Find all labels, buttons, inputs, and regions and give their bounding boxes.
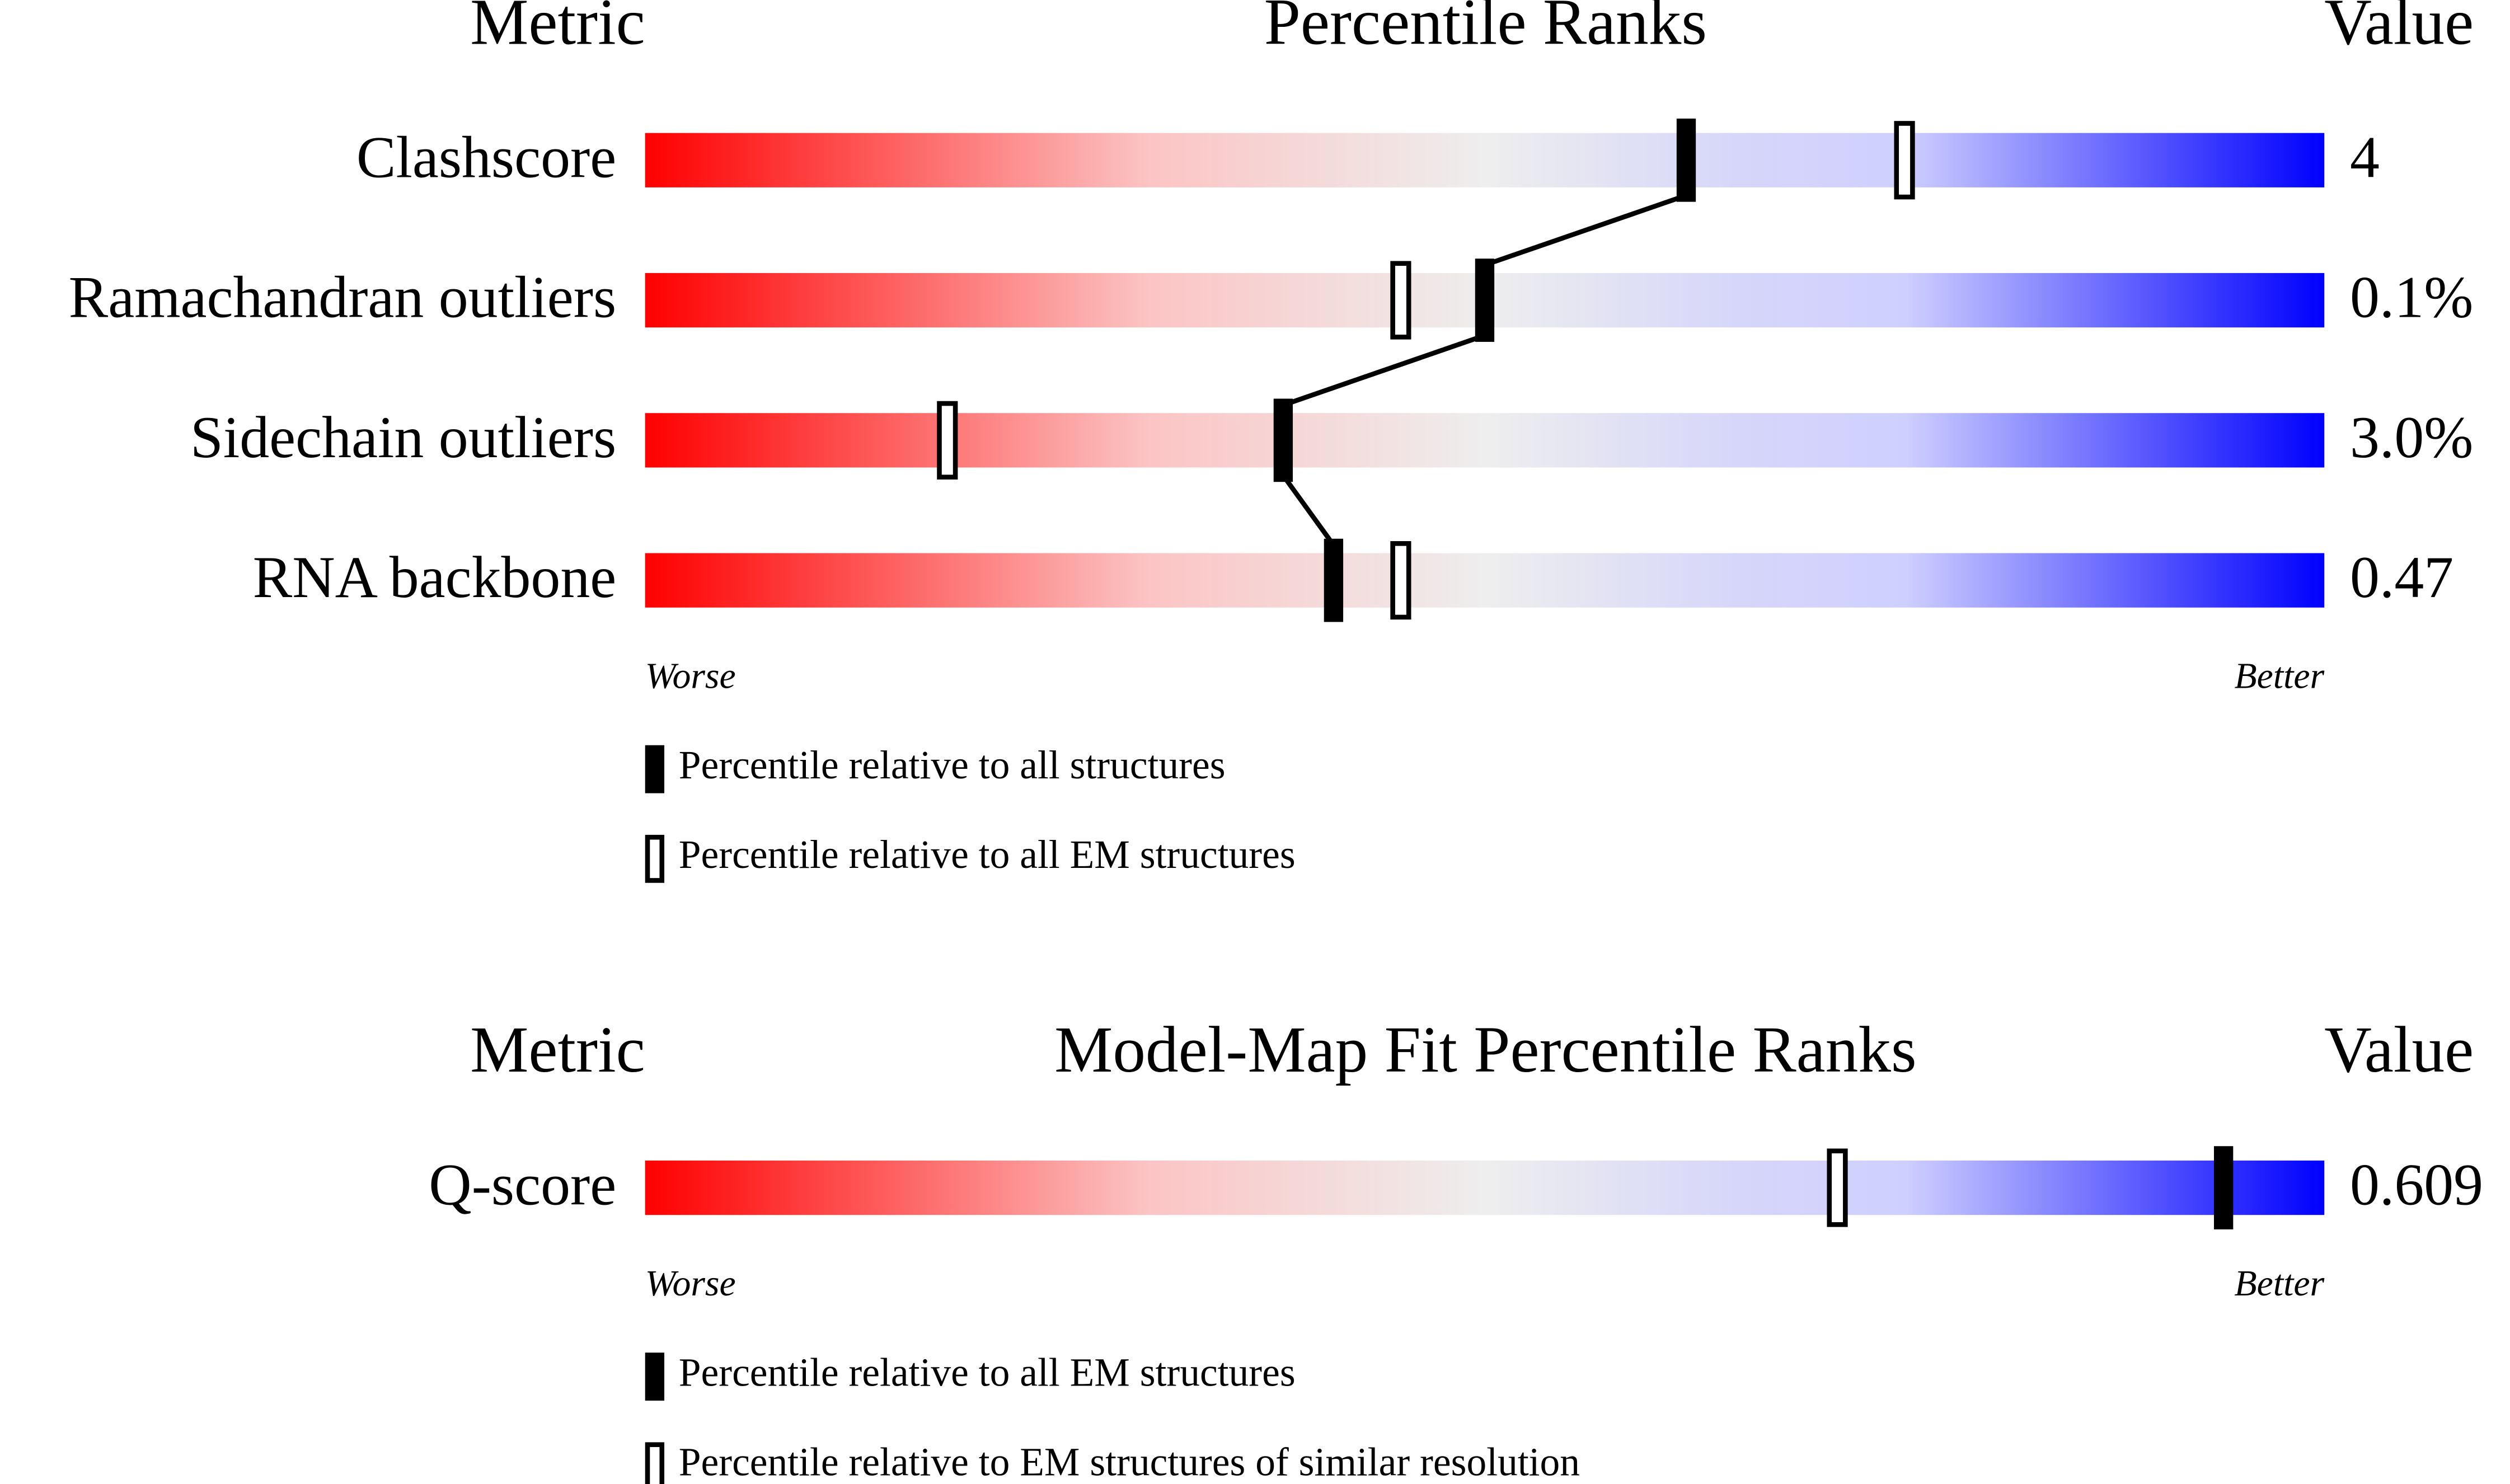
percentile-marker	[1273, 398, 1293, 482]
chart-title: Percentile Ranks	[1264, 0, 1707, 59]
percentile-marker-open	[1894, 121, 1915, 200]
percentile-marker	[2214, 1146, 2234, 1229]
legend-swatch	[645, 1442, 665, 1484]
slider-bar	[645, 133, 2325, 187]
legend-swatch	[645, 745, 665, 793]
axis-label-high: Better	[2234, 656, 2324, 697]
legend-swatch	[645, 834, 665, 883]
legend-label: Percentile relative to all structures	[679, 743, 1226, 787]
metric-header: Metric	[470, 0, 645, 59]
slider-bar	[645, 553, 2325, 608]
legend-swatch	[645, 1352, 665, 1401]
axis-label-high: Better	[2234, 1263, 2324, 1304]
slider-bar	[645, 413, 2325, 468]
axis-label-low: Worse	[645, 656, 736, 697]
metric-label: RNA backbone	[253, 544, 617, 610]
chart-title: Model-Map Fit Percentile Ranks	[1054, 1013, 1917, 1086]
connector	[1281, 474, 1336, 547]
legend-label: Percentile relative to all EM structures	[679, 1351, 1296, 1395]
connector	[1484, 193, 1687, 267]
metric-value: 3.0%	[2350, 405, 2473, 470]
metric-label: Ramachandran outliers	[69, 265, 617, 330]
axis-label-low: Worse	[645, 1263, 736, 1304]
slider-bar	[645, 1160, 2325, 1215]
percentile-marker-open	[1827, 1148, 1848, 1227]
percentile-marker-open	[1390, 541, 1411, 620]
metric-label: Q-score	[429, 1152, 616, 1218]
metric-value: 4	[2350, 124, 2380, 190]
metric-header: Metric	[470, 1013, 645, 1086]
connector	[1282, 333, 1486, 407]
value-header: Value	[2324, 1013, 2474, 1086]
metric-label: Clashscore	[356, 124, 616, 190]
legend-label: Percentile relative to EM structures of …	[679, 1440, 1580, 1484]
percentile-marker	[1676, 118, 1696, 202]
metric-label: Sidechain outliers	[190, 405, 616, 470]
percentile-marker	[1324, 538, 1344, 622]
percentile-marker	[1475, 259, 1495, 342]
percentile-marker-open	[937, 401, 958, 480]
legend-label: Percentile relative to all EM structures	[679, 833, 1296, 877]
metric-value: 0.609	[2350, 1152, 2483, 1218]
percentile-marker-open	[1390, 261, 1411, 340]
metric-value: 0.1%	[2350, 265, 2473, 330]
value-header: Value	[2324, 0, 2474, 59]
metric-value: 0.47	[2350, 544, 2453, 610]
